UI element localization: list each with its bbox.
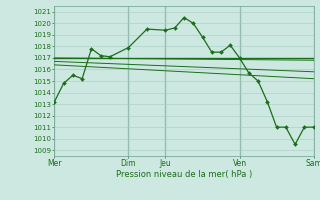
X-axis label: Pression niveau de la mer( hPa ): Pression niveau de la mer( hPa ) bbox=[116, 170, 252, 179]
